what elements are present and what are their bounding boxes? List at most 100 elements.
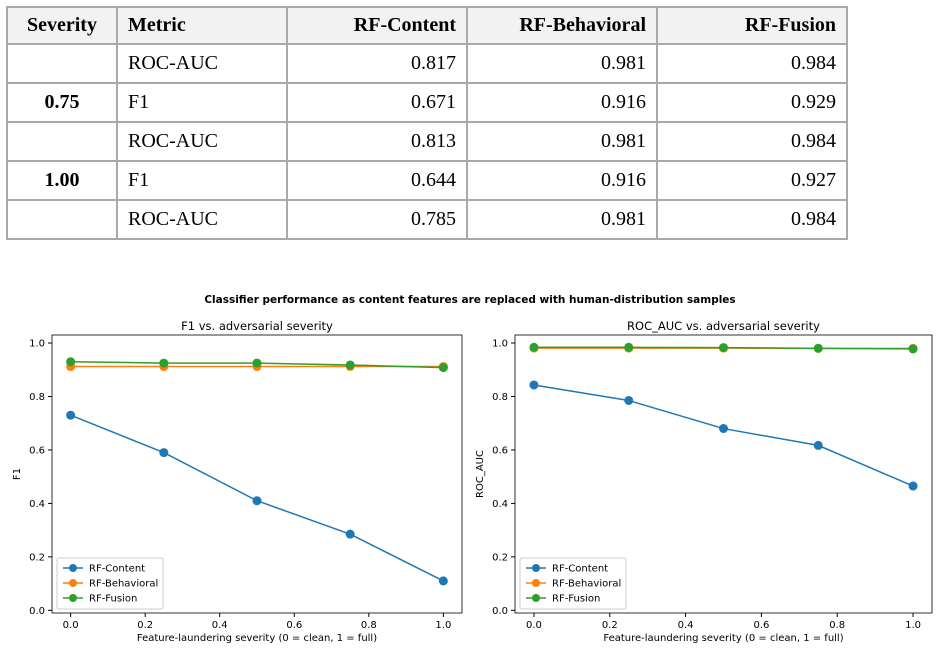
y-tick-label: 1.0: [492, 339, 508, 350]
legend-marker: [69, 579, 77, 587]
x-tick-label: 0.6: [286, 620, 302, 631]
chart-title: F1 vs. adversarial severity: [181, 319, 333, 333]
y-tick-label: 0.6: [492, 445, 508, 456]
data-point: [624, 395, 634, 405]
value-cell: 0.817: [286, 43, 468, 84]
header-row: Severity Metric RF-Content RF-Behavioral RF-…: [6, 6, 848, 45]
data-point: [529, 342, 539, 352]
data-point: [159, 448, 169, 458]
header-cell: RF-Fusion: [656, 6, 848, 45]
data-point: [908, 481, 918, 491]
y-tick-label: 0.2: [492, 552, 508, 563]
results-table: Severity Metric RF-Content RF-Behavioral RF-…: [6, 6, 848, 240]
legend-marker: [532, 594, 540, 602]
value-cell: 0.984: [656, 199, 848, 240]
data-point: [159, 358, 169, 368]
figure: Classifier performance as content featur…: [12, 294, 933, 644]
header-cell: Severity: [6, 6, 118, 45]
legend-label: RF-Behavioral: [89, 579, 158, 590]
x-tick-label: 0.8: [361, 620, 377, 631]
legend-marker: [69, 594, 77, 602]
value-cell: 0.785: [286, 199, 468, 240]
metric-cell: ROC-AUC: [116, 121, 288, 162]
table-row: ROC-AUC 0.785 0.981 0.984: [6, 199, 848, 240]
data-point: [908, 344, 918, 354]
x-tick-label: 0.2: [602, 620, 618, 631]
data-point: [252, 358, 262, 368]
x-tick-label: 1.0: [435, 620, 451, 631]
x-axis-label: Feature-laundering severity (0 = clean, …: [603, 633, 843, 644]
value-cell: 0.984: [656, 43, 848, 84]
data-point: [438, 363, 448, 373]
legend-label: RF-Fusion: [89, 594, 137, 605]
y-tick-label: 0.6: [29, 445, 45, 456]
data-point: [66, 410, 76, 420]
value-cell: 0.984: [656, 121, 848, 162]
header-cell: Metric: [116, 6, 288, 45]
x-tick-label: 0.6: [753, 620, 769, 631]
data-point: [624, 342, 634, 352]
metric-cell: F1: [116, 160, 288, 201]
figure-title: Classifier performance as content featur…: [204, 294, 735, 306]
y-axis-label: ROC_AUC: [475, 450, 486, 498]
data-point: [345, 360, 355, 370]
y-tick-label: 0.2: [29, 552, 45, 563]
x-tick-label: 0.4: [212, 620, 228, 631]
plot-frame: [514, 334, 933, 614]
data-point: [813, 440, 823, 450]
header-cell: RF-Behavioral: [466, 6, 658, 45]
data-point: [345, 529, 355, 539]
data-point: [813, 343, 823, 353]
table-row: 1.00 F1 0.644 0.916 0.927: [6, 160, 848, 201]
y-tick-label: 0.8: [492, 392, 508, 403]
value-cell: 0.981: [466, 43, 658, 84]
severity-cell: 1.00: [6, 160, 118, 201]
x-tick-label: 0.4: [678, 620, 694, 631]
y-tick-label: 1.0: [29, 339, 45, 350]
metric-cell: F1: [116, 82, 288, 123]
y-tick-label: 0.8: [29, 392, 45, 403]
data-point: [66, 357, 76, 367]
data-point: [438, 576, 448, 586]
chart-title: ROC_AUC vs. adversarial severity: [627, 319, 820, 333]
legend-label: RF-Fusion: [552, 594, 600, 605]
y-axis-label: F1: [12, 468, 23, 480]
severity-cell: 0.75: [6, 82, 118, 123]
data-point: [719, 343, 728, 353]
value-cell: 0.981: [466, 199, 658, 240]
legend-label: RF-Content: [552, 564, 608, 575]
header-cell: RF-Content: [286, 6, 468, 45]
severity-cell: [6, 43, 118, 84]
y-tick-label: 0.0: [29, 606, 45, 617]
legend-marker: [532, 579, 540, 587]
legend-marker: [69, 564, 77, 572]
table-row: 0.75 F1 0.671 0.916 0.929: [6, 82, 848, 123]
x-tick-label: 0.2: [137, 620, 153, 631]
legend-box: [56, 557, 164, 610]
plot-frame: [51, 334, 463, 614]
value-cell: 0.916: [466, 160, 658, 201]
series-line: [533, 384, 914, 487]
y-tick-label: 0.4: [29, 499, 45, 510]
x-axis-label: Feature-laundering severity (0 = clean, …: [137, 633, 377, 644]
value-cell: 0.644: [286, 160, 468, 201]
y-tick-label: 0.0: [492, 606, 508, 617]
data-point: [529, 380, 539, 390]
severity-cell: [6, 121, 118, 162]
x-tick-label: 0.0: [526, 620, 542, 631]
metric-cell: ROC-AUC: [116, 43, 288, 84]
data-point: [252, 496, 262, 506]
legend-label: RF-Behavioral: [552, 579, 621, 590]
value-cell: 0.981: [466, 121, 658, 162]
table-row: ROC-AUC 0.817 0.981 0.984: [6, 43, 848, 84]
metric-cell: ROC-AUC: [116, 199, 288, 240]
y-tick-label: 0.4: [492, 499, 508, 510]
value-cell: 0.671: [286, 82, 468, 123]
x-tick-label: 0.8: [829, 620, 845, 631]
x-tick-label: 0.0: [63, 620, 79, 631]
legend-label: RF-Content: [89, 564, 145, 575]
x-tick-label: 1.0: [905, 620, 921, 631]
value-cell: 0.813: [286, 121, 468, 162]
legend-box: [519, 557, 627, 610]
